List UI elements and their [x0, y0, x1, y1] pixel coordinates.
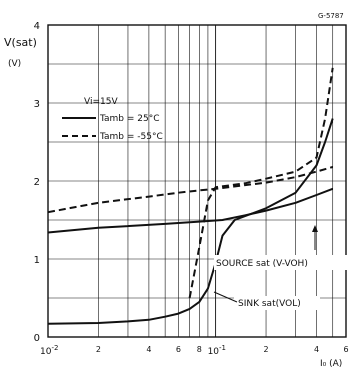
source-annotation-bg — [214, 255, 348, 270]
y-tick-label: 0 — [34, 333, 40, 344]
figure-code: G-5787 — [318, 12, 344, 20]
source-annotation: SOURCE sat (V-VOH) — [214, 225, 348, 270]
y-tick-label: 4 — [34, 21, 40, 32]
x-tick-label: 2 — [263, 345, 268, 354]
x-tick-label: 10-1 — [208, 344, 226, 357]
x-tick-label: 4 — [314, 345, 319, 354]
y-tick-label: 3 — [34, 99, 40, 110]
grid — [48, 25, 346, 337]
series-line-2-solid — [47, 118, 334, 325]
x-tick-label: 10-2 — [40, 344, 58, 357]
source-annotation-label: SOURCE sat (V-VOH) — [216, 259, 308, 269]
y-tick-label: 2 — [34, 177, 40, 188]
plot-frame — [47, 24, 347, 338]
x-tick-label: 8 — [197, 345, 202, 354]
x-tick-label: 4 — [146, 345, 151, 354]
sink-annotation-bg — [234, 296, 320, 310]
sink-annotation: SINK sat(VOL) — [213, 291, 320, 310]
series-line-1-solid — [47, 187, 334, 234]
series-lines — [47, 67, 334, 325]
sink-leader-line — [213, 291, 238, 303]
x-tick-labels: 10-2 2 4 6 8 10-1 2 4 6 — [40, 344, 349, 357]
legend-label-minus55c: Tamb = -55°C — [99, 132, 163, 142]
x-tick-label: 6 — [176, 345, 181, 354]
source-leader-arrowhead — [312, 225, 318, 232]
legend: Tamb = 25°C Tamb = -55°C — [62, 114, 163, 142]
sink-annotation-label: SINK sat(VOL) — [238, 299, 301, 309]
y-tick-label: 1 — [34, 255, 40, 266]
y-axis-unit: (V) — [8, 59, 21, 69]
y-axis-label: V(sat) — [4, 36, 37, 49]
conditions-text: Vi=15V — [84, 97, 118, 107]
series-line-4-dashed — [188, 67, 334, 299]
x-tick-label: 6 — [343, 345, 348, 354]
x-tick-label: 2 — [96, 345, 101, 354]
y-tick-labels: 0 1 2 3 4 — [34, 21, 40, 344]
y-axis-label-text: V(sat) — [4, 36, 37, 49]
x-axis-label: I₀ (A) — [320, 359, 342, 369]
legend-label-25c: Tamb = 25°C — [99, 114, 160, 124]
